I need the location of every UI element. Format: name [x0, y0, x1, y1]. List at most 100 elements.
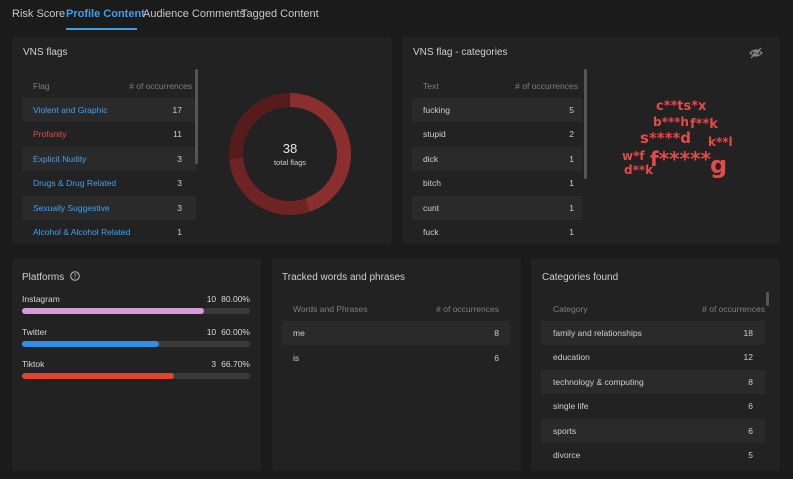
category-found-row: family and relationships 18	[541, 321, 765, 345]
platform-percent: 80.00%	[221, 294, 250, 304]
categories-found-scrollbar[interactable]	[766, 292, 769, 306]
tracked-word-label: me	[293, 328, 305, 338]
flag-label: Alcohol & Alcohol Related	[33, 227, 131, 237]
platform-stats: 10 60.00%	[207, 327, 250, 337]
tab-audience-comments[interactable]: Audience Comments	[143, 8, 246, 20]
vns-categories-header: Text # of occurrences	[412, 74, 582, 98]
cloud-word: w*f	[622, 149, 645, 163]
category-found-count: 6	[748, 425, 753, 436]
category-found-row: single life 6	[541, 394, 765, 418]
flag-label: Sexually Suggestive	[33, 202, 110, 213]
tab-profile-content[interactable]: Profile Content	[66, 8, 145, 20]
platform-count: 10	[206, 326, 217, 337]
platform-stats: 3 66.70%	[211, 359, 250, 369]
platform-percent: 66.70%	[221, 359, 250, 369]
flag-count: 11	[173, 129, 182, 140]
cloud-word: f**k	[690, 117, 718, 132]
category-found-row: sports 6	[541, 418, 765, 443]
category-found-label: divorce	[553, 450, 581, 460]
flag-label: Drugs & Drug Related	[33, 178, 117, 189]
flag-row[interactable]: Violent and Graphic 17	[22, 98, 196, 122]
category-text-count: 1	[569, 153, 574, 164]
platform-bar-track	[22, 308, 250, 314]
platform-bar-fill	[22, 340, 159, 347]
category-text-count: 1	[569, 178, 574, 189]
flag-row[interactable]: Drugs & Drug Related 3	[22, 171, 196, 195]
category-found-label: sports	[553, 425, 577, 436]
category-text-count: 2	[569, 129, 574, 140]
column-header-words: Words and Phrases	[293, 304, 368, 314]
flag-row[interactable]: Explicit Nudity 3	[22, 146, 196, 171]
column-header-category: Category	[553, 304, 588, 314]
active-tab-indicator	[66, 28, 137, 30]
platform-bar-fill	[22, 373, 175, 379]
flag-row[interactable]: Alcohol & Alcohol Related 1	[22, 220, 196, 244]
column-header-occurrences: # of occurrences	[515, 81, 578, 91]
flag-count: 1	[177, 227, 182, 237]
category-text-row: dick 1	[412, 146, 582, 171]
platform-count: 3	[211, 359, 217, 369]
category-found-label: technology & computing	[553, 376, 644, 387]
platforms-title: Platforms	[22, 272, 65, 283]
donut-segment[interactable]	[229, 93, 351, 215]
profanity-word-cloud: c**ts*x b***h f**k s****d k**l w*f f****…	[618, 97, 748, 187]
column-header-text: Text	[423, 81, 439, 91]
flag-count: 3	[177, 153, 182, 164]
donut-total: 38	[282, 141, 298, 156]
tab-bar: Risk Score Profile Content Audience Comm…	[0, 0, 793, 31]
flag-count: 3	[177, 202, 182, 213]
category-found-row: technology & computing 8	[541, 369, 765, 394]
flag-count: 17	[172, 105, 182, 115]
category-text-row: fuck 1	[412, 220, 582, 244]
vns-categories-scrollbar[interactable]	[584, 69, 587, 179]
cloud-word: g	[710, 151, 728, 179]
category-text-label: bitch	[423, 178, 441, 189]
vns-flags-scrollbar[interactable]	[195, 69, 198, 164]
cloud-word: k**l	[708, 135, 733, 149]
category-text-count: 1	[569, 202, 574, 213]
donut-center: 38 total flags	[225, 89, 355, 219]
column-header-occurrences: # of occurrences	[702, 304, 765, 314]
flag-row[interactable]: Sexually Suggestive 3	[22, 195, 196, 220]
flag-row[interactable]: Profanity 11	[22, 122, 196, 146]
column-header-occurrences: # of occurrences	[129, 81, 192, 91]
categories-found-header: Category # of occurrences	[541, 297, 765, 321]
donut-caption: total flags	[273, 158, 307, 167]
category-text-row: fucking 5	[412, 98, 582, 122]
platform-bar-fill	[22, 308, 205, 314]
tracked-words-panel: Tracked words and phrases Words and Phra…	[272, 258, 521, 471]
tab-tagged-content[interactable]: Tagged Content	[241, 8, 319, 20]
platform-bar-track	[22, 340, 250, 347]
category-text-label: fuck	[423, 227, 439, 237]
category-found-row: education 12	[541, 345, 765, 369]
category-found-count: 5	[748, 450, 753, 460]
tab-risk-score[interactable]: Risk Score	[12, 8, 66, 20]
platform-label: Twitter	[22, 326, 48, 337]
categories-found-title: Categories found	[542, 272, 619, 283]
platform-stats: 10 80.00%	[207, 294, 250, 304]
category-found-row: divorce 5	[541, 443, 765, 467]
category-found-label: education	[553, 352, 590, 363]
flag-label: Violent and Graphic	[33, 105, 108, 115]
total-flags-donut	[229, 93, 351, 215]
donut-segment[interactable]	[229, 93, 351, 215]
question-circle-icon[interactable]: ?	[70, 271, 80, 281]
svg-text:?: ?	[73, 273, 77, 281]
tracked-words-title: Tracked words and phrases	[282, 272, 406, 283]
category-text-label: stupid	[423, 129, 446, 140]
category-text-row: stupid 2	[412, 122, 582, 146]
vns-flags-panel: VNS flags Flag # of occurrences Violent …	[12, 37, 392, 244]
flag-count: 3	[177, 178, 182, 189]
vns-flags-title: VNS flags	[23, 47, 68, 58]
category-text-count: 1	[569, 227, 574, 237]
column-header-occurrences: # of occurrences	[436, 304, 499, 314]
category-found-label: family and relationships	[553, 328, 642, 338]
tracked-word-row: is 6	[282, 346, 510, 370]
platform-bar-track	[22, 373, 250, 379]
platform-count: 10	[206, 294, 217, 304]
flag-label: Explicit Nudity	[33, 153, 87, 164]
flag-label: Profanity	[33, 129, 67, 140]
vns-categories-panel: VNS flag - categories Text # of occurren…	[402, 37, 780, 244]
eye-slash-icon[interactable]	[749, 47, 763, 59]
tracked-word-row: me 8	[282, 321, 510, 345]
